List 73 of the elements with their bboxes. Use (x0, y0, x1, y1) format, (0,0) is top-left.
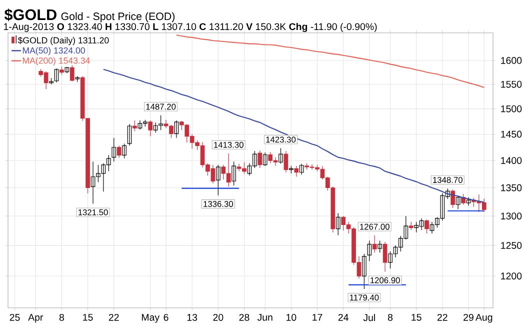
candlestick (294, 166, 299, 178)
candlestick (262, 152, 268, 166)
x-tick-label: 20 (213, 314, 224, 321)
candlestick (299, 163, 304, 175)
candlestick (466, 196, 471, 206)
candlestick (232, 161, 236, 186)
chart-title: $GOLD (4, 8, 56, 22)
x-tick-label: 22 (437, 314, 448, 321)
y-tick-label: 1500 (501, 105, 522, 112)
x-tick-label: 22 (108, 314, 119, 321)
x-tick-label: 17 (312, 314, 322, 321)
legend-label: MA(50) 1324.00 (22, 47, 85, 56)
candlestick (216, 164, 220, 196)
legend-label: MA(200) 1543.34 (22, 57, 90, 66)
x-tick-label: 8 (59, 314, 64, 321)
candlestick (450, 189, 456, 208)
annotation: 1267.00 (360, 224, 390, 230)
candlestick (378, 240, 382, 253)
annotation: 1423.30 (266, 136, 296, 143)
x-tick-label: 8 (388, 314, 393, 321)
y-tick-label: 1600 (501, 57, 522, 64)
candlestick (372, 235, 377, 253)
candlestick (116, 145, 122, 158)
chart-subtitle: Gold - Spot Price (EOD) (61, 12, 175, 22)
x-tick-label: Jul (363, 314, 375, 322)
y-tick-label: 1400 (501, 157, 522, 164)
candlestick (424, 219, 429, 234)
annotation: 1206.90 (370, 277, 400, 284)
candlestick (112, 138, 116, 162)
annotation: 1487.20 (146, 104, 176, 110)
candlestick (258, 150, 262, 168)
candlestick (70, 64, 74, 82)
candlestick (278, 148, 283, 164)
line-series (176, 34, 485, 88)
candlestick (382, 242, 388, 272)
candlestick (64, 66, 70, 74)
annotation: 1348.70 (433, 176, 462, 183)
x-tick-label: Jun (257, 314, 272, 321)
y-tick-label: 1550 (501, 80, 522, 88)
candlestick (367, 240, 372, 262)
y-tick-label: 1200 (501, 272, 522, 280)
candlestick (456, 195, 460, 210)
annotation: 1321.50 (78, 209, 108, 216)
legend-label: $GOLD (Daily) 1311.20 (18, 36, 109, 46)
x-tick-label: 29 (464, 314, 474, 321)
x-tick-label: Aug (475, 314, 492, 323)
candlestick (284, 150, 288, 173)
candlestick (174, 120, 179, 138)
candlestick (127, 124, 132, 146)
text: 1-Aug-2013 O 1323.40 H 1330.70 L 1307.10 C 1311.20 V 150.3K Chg -11.90 (-0.90%) (4, 22, 377, 32)
candlestick (54, 68, 59, 83)
x-tick-label: 15 (83, 314, 93, 321)
x-tick-label: 24 (338, 314, 348, 321)
candlestick (362, 254, 366, 290)
y-tick-label: 1250 (501, 242, 522, 249)
candlestick (148, 120, 153, 137)
x-tick-label: Apr (28, 314, 44, 323)
candlestick (122, 143, 126, 159)
annotation: 1336.30 (204, 201, 234, 207)
x-tick-label: 28 (239, 314, 250, 321)
candlestick (132, 120, 137, 132)
x-tick-label: 25 (10, 314, 20, 321)
annotation: 1413.30 (214, 142, 244, 148)
x-tick-label: May (142, 314, 160, 323)
y-tick-label: 1300 (501, 212, 522, 220)
annotation: 1179.40 (350, 294, 379, 301)
x-tick-label: 15 (412, 314, 422, 321)
y-tick-label: 1450 (501, 130, 522, 138)
candlestick (336, 212, 340, 236)
x-tick-label: 6 (164, 314, 168, 321)
x-tick-label: 10 (286, 314, 296, 321)
y-tick-label: 1350 (501, 184, 522, 192)
x-tick-label: 13 (187, 314, 198, 321)
